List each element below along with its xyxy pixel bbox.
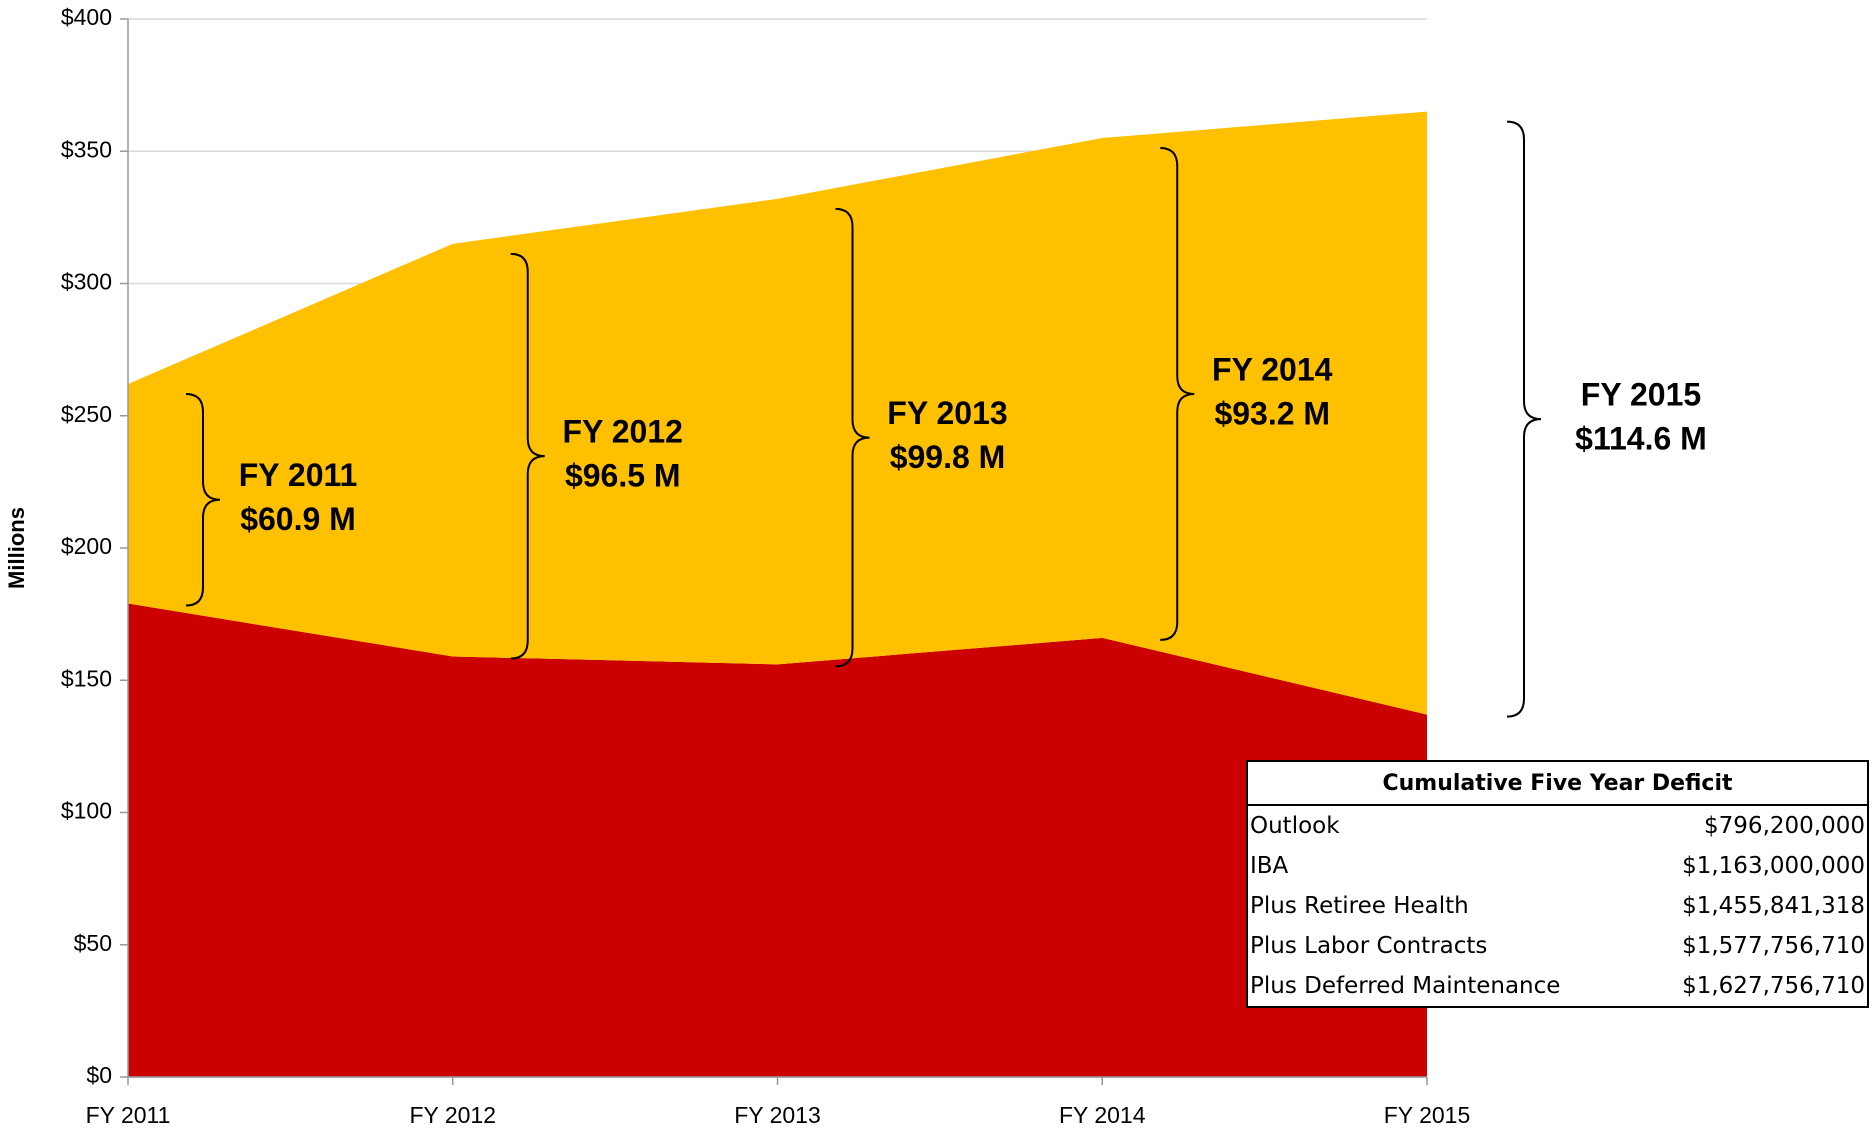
y-tick-label: $350 [61,136,112,162]
row-label: Plus Deferred Maintenance [1250,973,1561,999]
row-value: $1,627,756,710 [1682,973,1865,999]
table-title: Cumulative Five Year Deficit [1247,761,1868,806]
annotation: $60.9 M [240,501,356,537]
y-tick-label: $150 [61,665,112,691]
annotation: $96.5 M [565,458,681,494]
row-value: $1,163,000,000 [1682,853,1865,879]
row-label: Plus Labor Contracts [1250,933,1488,959]
x-tick-label: FY 2011 [86,1102,171,1128]
table-row: IBA $1,163,000,000 [1247,846,1868,886]
annotation: FY 2013 [887,395,1007,431]
y-tick-label: $300 [61,269,112,295]
row-label: Outlook [1250,813,1340,839]
area [128,603,1427,1077]
y-tick-label: $400 [61,4,112,30]
x-tick-label: FY 2013 [734,1102,821,1128]
annotation: $114.6 M [1575,421,1707,457]
brace [1160,147,1195,641]
brace [1506,120,1542,718]
table-row: Plus Labor Contracts $1,577,756,710 [1247,926,1868,966]
table-row: Plus Deferred Maintenance $1,627,756,710 [1247,966,1868,1007]
row-label: Plus Retiree Health [1250,893,1469,919]
y-tick-label: $200 [61,533,112,559]
x-tick-label: FY 2014 [1059,1102,1146,1128]
row-label: IBA [1250,853,1289,879]
annotation: FY 2015 [1581,377,1701,413]
x-tick-label: FY 2015 [1384,1102,1471,1128]
area [128,111,1427,715]
annotation: FY 2012 [563,414,683,450]
row-value: $796,200,000 [1704,813,1865,839]
brace [185,393,221,607]
x-tick-label: FY 2012 [409,1102,496,1128]
table-row: Plus Retiree Health $1,455,841,318 [1247,886,1868,926]
brace [835,207,870,668]
annotation: FY 2014 [1212,351,1333,387]
y-axis-label: Millions [4,507,29,589]
annotation: FY 2011 [239,457,358,493]
y-tick-label: $250 [61,401,112,427]
table-row: Outlook $796,200,000 [1247,805,1868,846]
deficit-table: Cumulative Five Year Deficit Outlook $796… [1246,760,1869,1008]
y-tick-label: $50 [74,930,112,956]
row-value: $1,455,841,318 [1682,893,1865,919]
brace [510,252,545,660]
annotation: $93.2 M [1214,395,1330,431]
y-tick-label: $0 [86,1062,112,1088]
row-value: $1,577,756,710 [1682,933,1865,959]
y-tick-label: $100 [61,798,112,824]
annotation: $99.8 M [890,439,1006,475]
